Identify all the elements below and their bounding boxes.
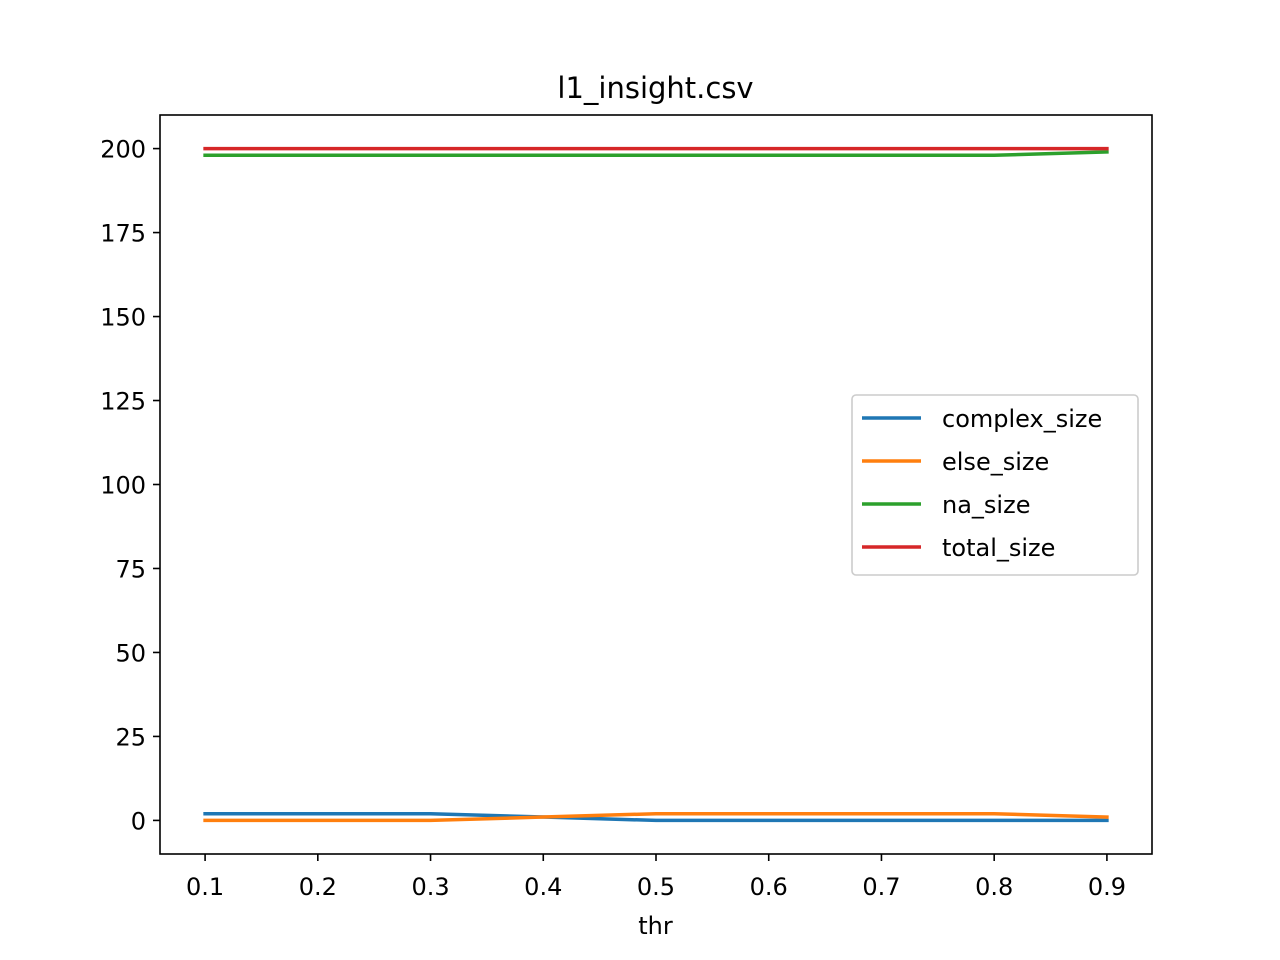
- y-tick-label: 200: [100, 136, 146, 164]
- x-tick-label: 0.8: [975, 873, 1013, 901]
- series-line-complex-size: [203, 811, 1109, 823]
- y-tick-label: 150: [100, 304, 146, 332]
- x-tick-label: 0.7: [862, 873, 900, 901]
- x-tick-label: 0.5: [637, 873, 675, 901]
- y-axis: 0 25 50 75 100 125 150 175 200: [100, 136, 160, 835]
- legend-label: na_size: [942, 491, 1030, 519]
- series-layer: [203, 146, 1109, 823]
- x-tick-label: 0.2: [299, 873, 337, 901]
- x-tick-label: 0.1: [186, 873, 224, 901]
- series-line-else-size: [203, 811, 1109, 823]
- y-tick-label: 25: [115, 723, 146, 751]
- x-axis: 0.1 0.2 0.3 0.4 0.5 0.6 0.7 0.8 0.9: [186, 854, 1126, 901]
- y-tick-label: 175: [100, 220, 146, 248]
- series-line-na-size: [203, 150, 1109, 158]
- legend-label: complex_size: [942, 405, 1102, 433]
- y-tick-label: 125: [100, 388, 146, 416]
- x-tick-label: 0.6: [750, 873, 788, 901]
- legend-label: else_size: [942, 448, 1049, 476]
- x-axis-label: thr: [638, 912, 673, 940]
- legend: complex_size else_size na_size total_size: [851, 394, 1139, 576]
- x-tick-label: 0.3: [411, 873, 449, 901]
- chart-title: l1_insight.csv: [557, 71, 753, 105]
- legend-label: total_size: [942, 534, 1055, 562]
- x-tick-label: 0.9: [1088, 873, 1126, 901]
- x-tick-label: 0.4: [524, 873, 562, 901]
- y-tick-label: 0: [131, 807, 146, 835]
- y-tick-label: 75: [115, 555, 146, 583]
- legend-box: [851, 394, 1139, 576]
- y-tick-label: 50: [115, 639, 146, 667]
- y-tick-label: 100: [100, 472, 146, 500]
